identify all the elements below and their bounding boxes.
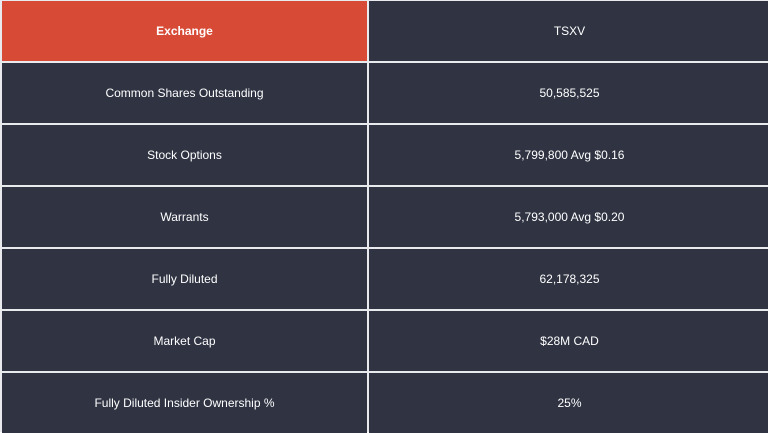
row-value-exchange: TSXV: [369, 1, 768, 61]
row-label-stock-options: Stock Options: [2, 125, 367, 185]
row-label-market-cap: Market Cap: [2, 311, 367, 371]
row-label-fully-diluted: Fully Diluted: [2, 249, 367, 309]
row-value-common-shares: 50,585,525: [369, 63, 768, 123]
row-label-exchange: Exchange: [2, 1, 367, 61]
row-value-fully-diluted: 62,178,325: [369, 249, 768, 309]
row-value-insider-ownership: 25%: [369, 373, 768, 433]
row-label-common-shares: Common Shares Outstanding: [2, 63, 367, 123]
row-value-warrants: 5,793,000 Avg $0.20: [369, 187, 768, 247]
row-label-warrants: Warrants: [2, 187, 367, 247]
row-label-insider-ownership: Fully Diluted Insider Ownership %: [2, 373, 367, 433]
row-value-stock-options: 5,799,800 Avg $0.16: [369, 125, 768, 185]
row-value-market-cap: $28M CAD: [369, 311, 768, 371]
